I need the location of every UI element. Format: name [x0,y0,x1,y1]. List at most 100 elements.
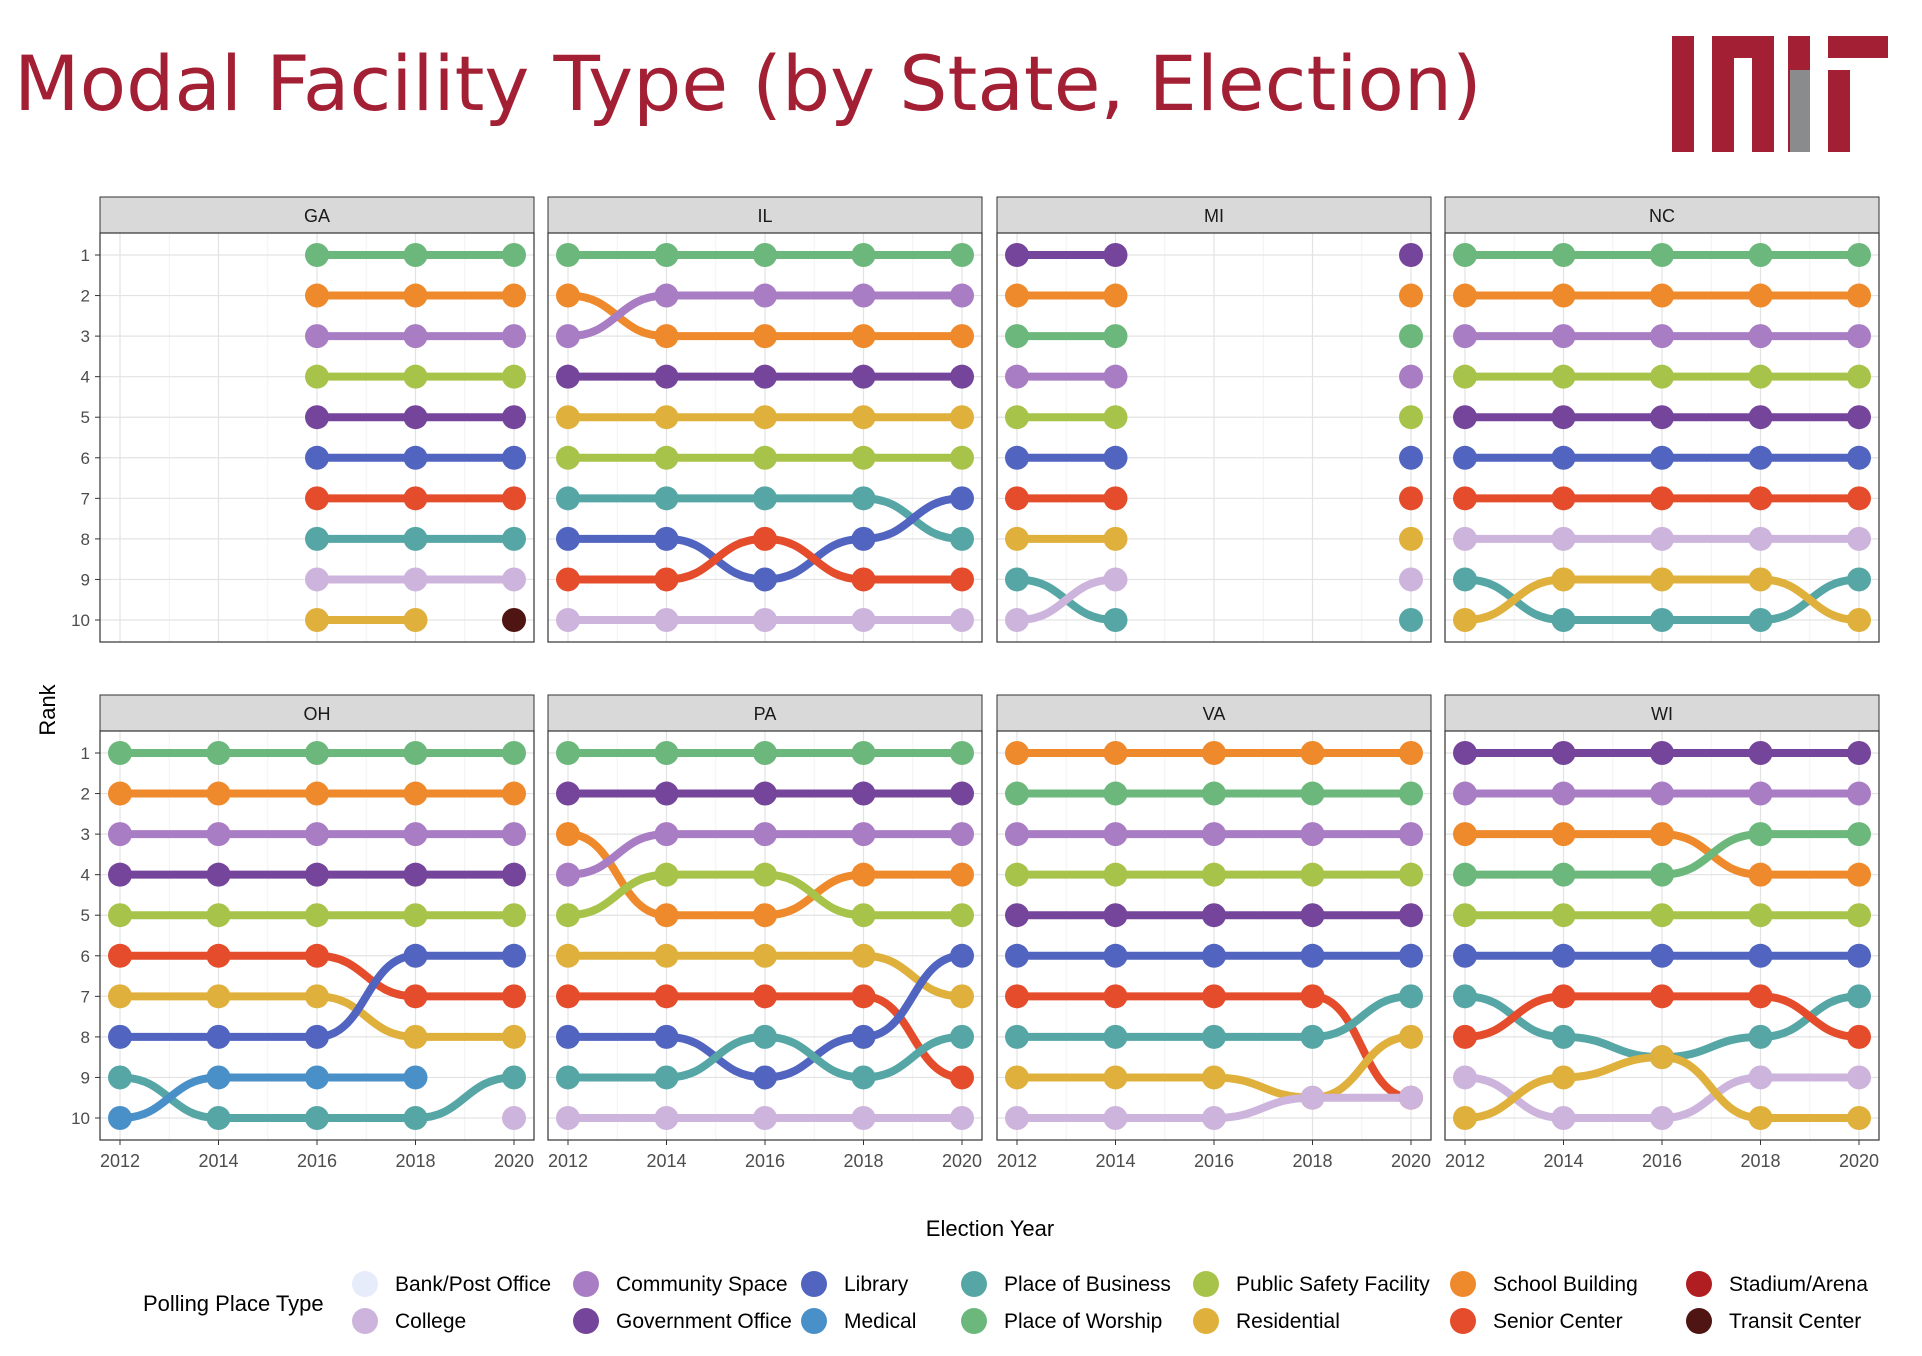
point-senior-center [1103,486,1128,511]
point-senior-center [851,567,876,592]
y-tick-label: 2 [81,785,90,804]
strip-label: WI [1651,704,1673,724]
series-line-segment [1461,575,1568,624]
series-line-segment [859,992,966,1082]
legend-swatch [1193,1308,1219,1334]
point-senior-center [1453,1024,1477,1049]
series-community-space [564,830,966,879]
panel-ga: GA 1 2 3 4 5 6 7 8 9 10 [71,196,535,643]
point-government-office [1300,903,1325,928]
point-school-building [1005,283,1029,308]
series-line-segment [313,951,420,1001]
x-tick-label: 2014 [646,1151,686,1171]
point-place-of-business [305,1106,329,1130]
point-school-building [1847,283,1871,308]
legend-swatch [1193,1271,1219,1297]
point-senior-center [1005,486,1029,511]
point-residential [1748,1106,1773,1130]
point-community-space [1103,364,1128,389]
point-government-office [403,862,428,887]
point-government-office [108,862,132,887]
legend-entry-residential: Residential [1193,1308,1340,1334]
strip-label: GA [304,206,330,226]
series-residential [116,992,518,1041]
point-school-building [1103,283,1128,308]
legend-label: Library [844,1273,909,1296]
point-college [1748,1065,1773,1090]
point-place-of-business [305,526,329,551]
point-school-building [654,324,679,349]
point-library [1847,445,1871,470]
point-college [1847,526,1871,551]
point-place-of-business [1103,1024,1128,1049]
point-public-safety-facility [1202,862,1226,887]
point-government-office [1847,741,1871,765]
point-library [556,1024,580,1049]
strip [996,694,1432,732]
point-government-office [1551,741,1576,765]
legend-swatch [573,1271,599,1297]
legend-entry-transit-center: Transit Center [1686,1308,1861,1334]
point-place-of-worship [403,243,428,267]
strip [1444,196,1880,234]
point-community-space [1551,324,1576,349]
point-public-safety-facility [108,903,132,928]
point-senior-center [950,1065,974,1090]
point-residential [556,405,580,430]
y-axis-label: Rank [35,683,60,735]
point-transit-center [502,608,526,632]
point-library [305,445,329,470]
point-community-space [403,822,428,847]
mit-logo [1672,36,1888,152]
point-public-safety-facility [654,862,679,887]
x-tick-label: 2012 [100,1151,140,1171]
series-line-segment [761,1032,868,1082]
point-medical [305,1065,329,1090]
point-place-of-worship [1650,243,1674,267]
series-line-segment [761,534,868,584]
point-community-space [108,822,132,847]
point-place-of-business [753,1024,777,1049]
logo-bar-0 [1672,36,1694,152]
x-tick-label: 2020 [942,1151,982,1171]
point-college [654,608,679,632]
series-senior-center [1013,992,1415,1102]
point-library [556,526,580,551]
point-school-building [1748,862,1773,887]
series-place-of-business [1013,992,1415,1041]
legend-entry-government-office: Government Office [573,1308,792,1334]
point-community-space [1202,822,1226,847]
panel-wi: WI 2012 2014 2016 2018 2020 [1444,694,1880,1171]
point-college [950,608,974,632]
strip [996,196,1432,234]
point-public-safety-facility [950,445,974,470]
y-tick-label: 1 [81,246,90,265]
point-community-space [950,822,974,847]
legend-entry-senior-center: Senior Center [1450,1308,1623,1334]
strip-label: IL [757,206,772,226]
legend-label: Transit Center [1729,1310,1861,1333]
point-place-of-business [403,526,428,551]
point-community-space [1650,324,1674,349]
y-tick-label: 3 [81,327,90,346]
series-line-segment [1013,575,1120,624]
point-place-of-business [1399,608,1423,632]
panel-va: VA 2012 2014 2016 2018 2020 [996,694,1432,1171]
legend-entry-stadium-arena: Stadium/Arena [1686,1271,1868,1297]
point-place-of-worship [1202,781,1226,806]
point-public-safety-facility [851,903,876,928]
legend-entry-college: College [352,1308,466,1334]
point-residential [1399,1024,1423,1049]
point-school-building [305,283,329,308]
point-place-of-worship [206,741,231,765]
point-community-space [502,324,526,349]
point-library [1650,943,1674,968]
legend-entry-place-of-worship: Place of Worship [961,1308,1162,1334]
point-residential [1103,1065,1128,1090]
point-place-of-worship [1005,324,1029,349]
point-place-of-business [1202,1024,1226,1049]
point-school-building [950,862,974,887]
logo-bar-2 [1752,36,1774,152]
point-school-building [1399,283,1423,308]
facet-panels: GA 1 2 3 4 5 6 7 8 9 10 IL MI NC OH 1 2 3 4 5 6 7 8 9 10 2012 2014… [71,196,1880,1171]
